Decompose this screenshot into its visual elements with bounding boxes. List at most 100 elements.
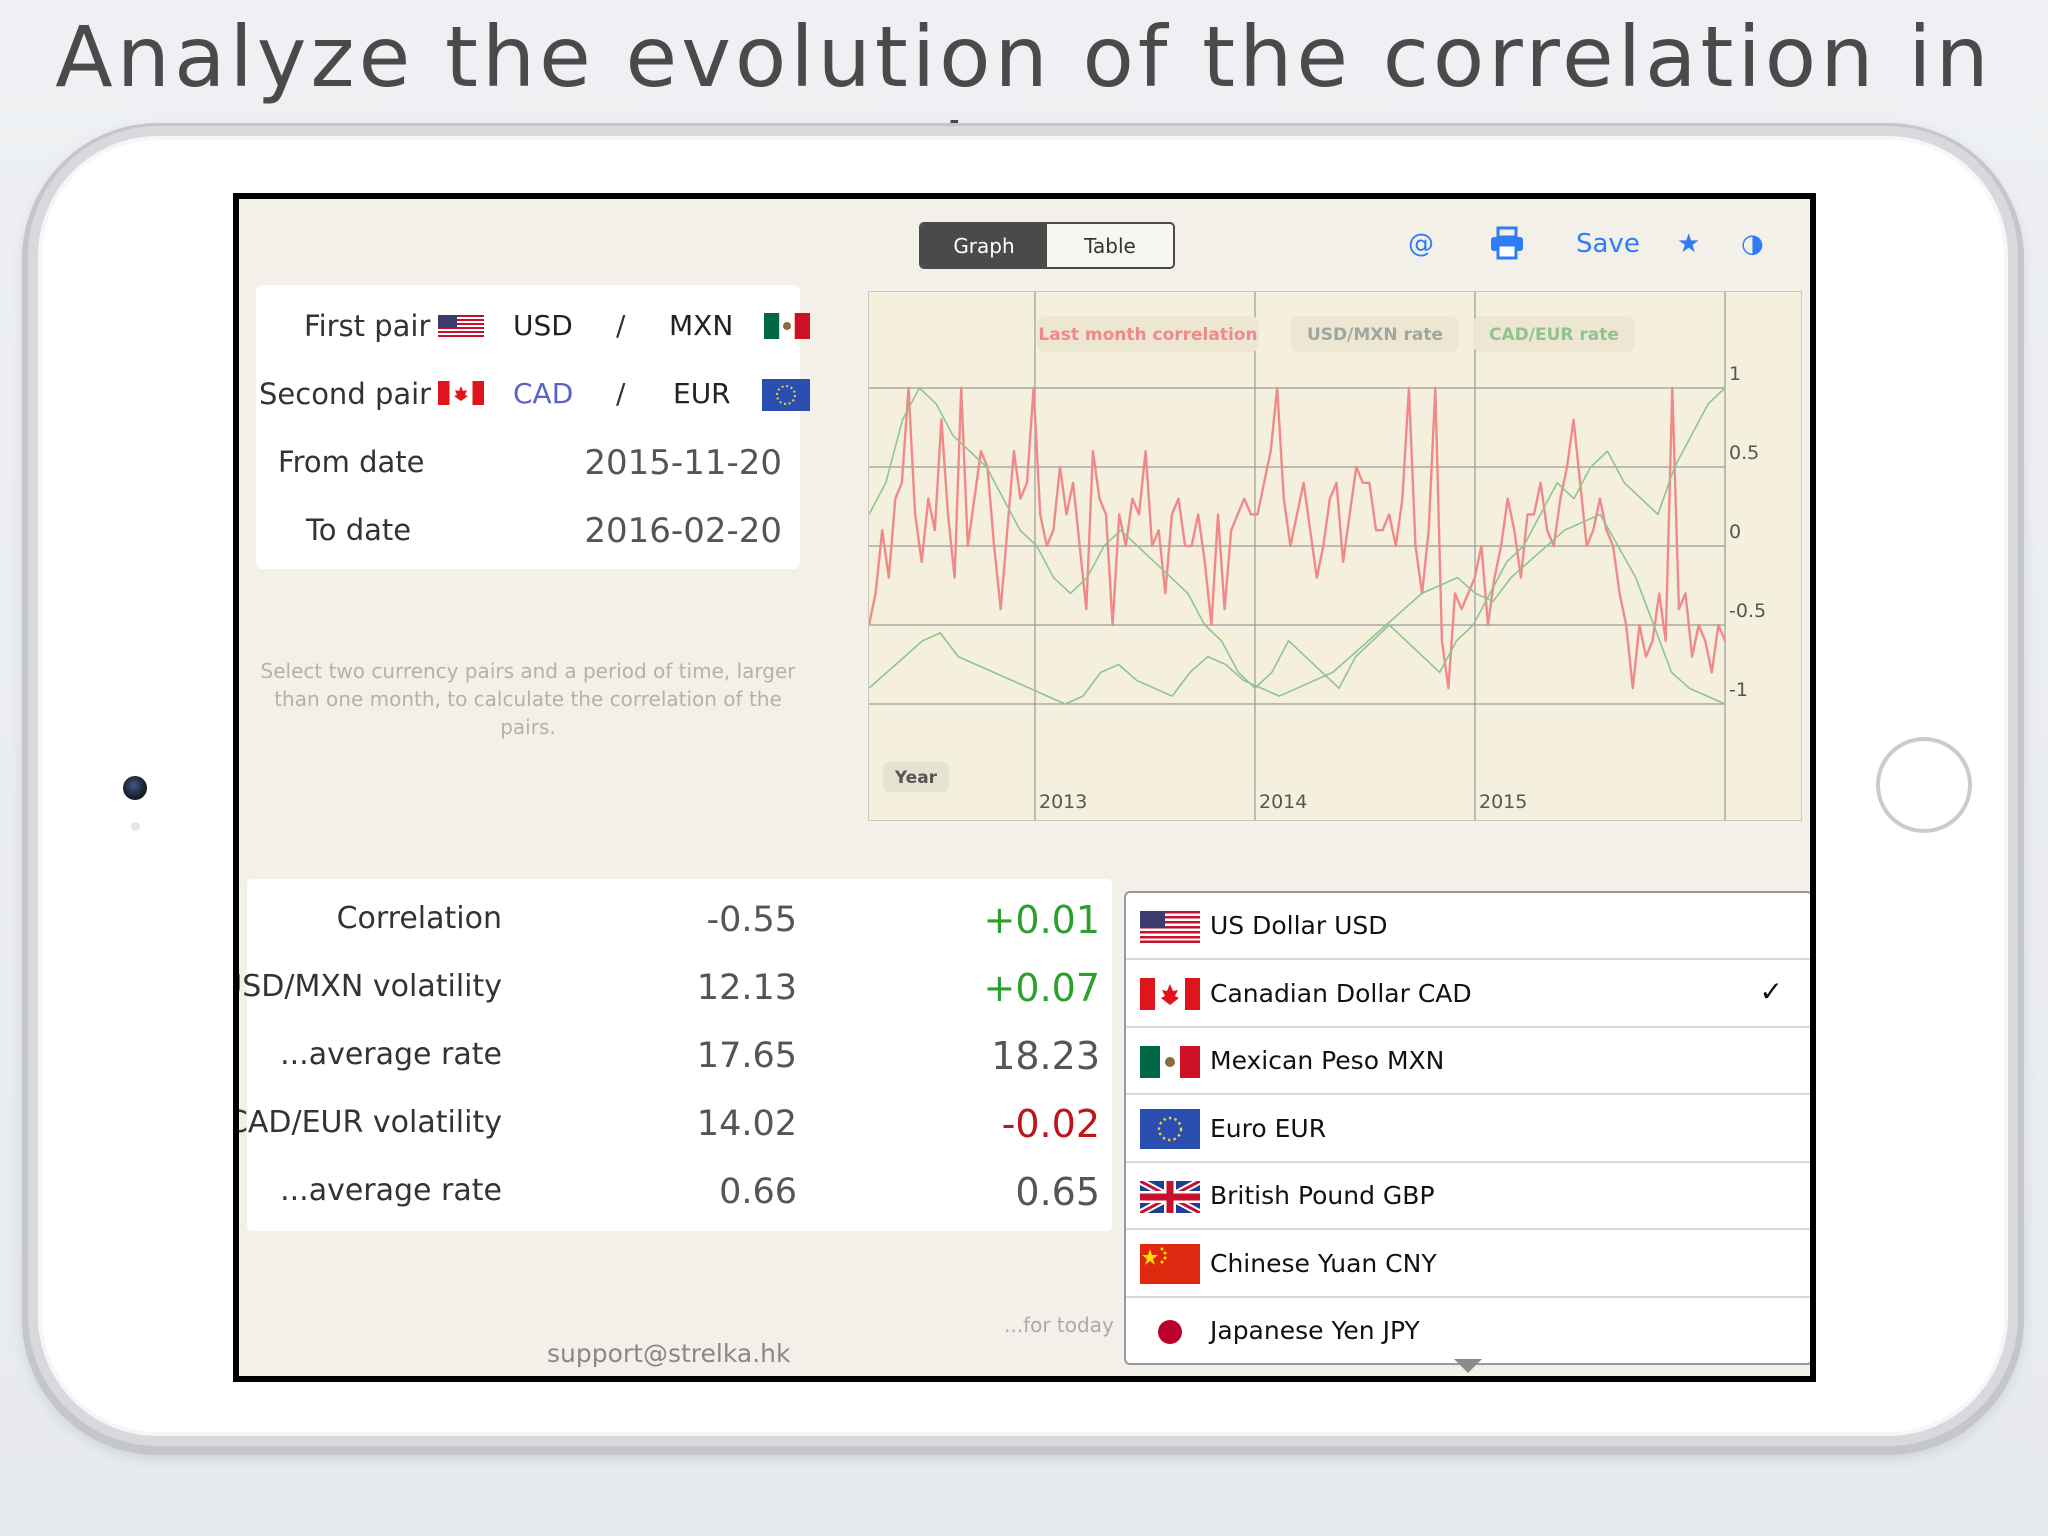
to-date-row[interactable]: To date 2016-02-20 — [256, 489, 800, 569]
stat-row: ...average rate 17.65 18.23 — [247, 1015, 1112, 1095]
gb-flag-icon — [1140, 1180, 1200, 1213]
currency-name: British Pound GBP — [1210, 1181, 1435, 1210]
from-date-label: From date — [278, 445, 425, 479]
year-badge — [883, 762, 949, 792]
support-email-link[interactable]: support@strelka.hk — [547, 1339, 791, 1368]
favorite-star-icon[interactable]: ★ — [1677, 229, 1701, 259]
popover-arrow — [1454, 1359, 1482, 1373]
stat-label: USD/MXN volatility — [239, 969, 502, 1004]
currency-list-item[interactable]: Euro EUR — [1126, 1096, 1810, 1163]
from-date-row[interactable]: From date 2015-11-20 — [256, 421, 800, 501]
currency-picker-popover[interactable]: US Dollar USD Canadian Dollar CAD ✓ Mexican… — [1124, 891, 1810, 1365]
currency-name: Chinese Yuan CNY — [1210, 1248, 1437, 1278]
legend-label: USD/MXN rate — [1307, 325, 1443, 345]
x-tick-label: 2015 — [1479, 791, 1527, 813]
chart-canvas: 1 0.5 0 -0.5 -1 2013 2014 2015 Year Last month co… — [869, 292, 1766, 820]
for-today-note: ...for today — [1004, 1313, 1114, 1337]
view-segmented-control[interactable]: Graph Table — [919, 222, 1175, 269]
currency-list-item[interactable]: British Pound GBP — [1126, 1163, 1810, 1230]
stat-value: 17.65 — [696, 1036, 797, 1076]
first-pair-label: First pair — [304, 309, 431, 343]
email-at-button[interactable]: @ — [1408, 229, 1434, 259]
stat-label: ...average rate — [280, 1037, 502, 1072]
correlation-chart[interactable]: 1 0.5 0 -0.5 -1 2013 2014 2015 Year Last month co… — [868, 291, 1802, 821]
currency-list-item[interactable]: Japanese Yen JPY — [1126, 1298, 1810, 1363]
currency-list-item[interactable]: US Dollar USD — [1126, 893, 1810, 960]
tab-table[interactable]: Table — [1084, 233, 1136, 258]
instructions-text: Select two currency pairs and a period o… — [260, 659, 796, 739]
legend-label: CAD/EUR rate — [1489, 325, 1619, 345]
us-flag-icon — [1140, 910, 1200, 943]
stat-row: CAD/EUR volatility 14.02 -0.02 — [239, 1083, 1112, 1163]
series-line-2 — [869, 387, 1726, 690]
series-line-3 — [869, 513, 1726, 705]
eu-flag-icon — [1140, 1109, 1200, 1149]
first-pair-slash: / — [616, 309, 626, 342]
currency-list-item[interactable]: Chinese Yuan CNY — [1126, 1231, 1810, 1298]
y-tick-label: 1 — [1729, 363, 1741, 385]
stat-value: 0.66 — [719, 1172, 797, 1212]
ca-flag-icon — [438, 381, 484, 405]
stat-value: 12.13 — [696, 968, 797, 1008]
legend-chip — [1037, 316, 1259, 352]
currency-name: Euro EUR — [1210, 1113, 1327, 1143]
currency-name: Canadian Dollar CAD — [1210, 978, 1472, 1008]
stat-row: ...average rate 0.66 0.65 — [247, 1151, 1112, 1231]
app-screen: Graph Table @ Save ★ ◑ First pair USD / … — [233, 193, 1816, 1382]
second-quote-currency[interactable]: EUR — [673, 377, 731, 410]
x-tick-label: 2013 — [1039, 791, 1087, 813]
stat-value: -0.55 — [706, 900, 797, 940]
x-axis-label: Year — [894, 768, 938, 788]
sensor-icon — [131, 822, 140, 831]
x-tick-label: 2014 — [1259, 791, 1307, 813]
from-date-value[interactable]: 2015-11-20 — [584, 443, 782, 483]
stat-row: USD/MXN volatility 12.13 +0.07 — [239, 947, 1112, 1027]
stat-label: CAD/EUR volatility — [239, 1105, 502, 1140]
us-flag-icon — [438, 315, 484, 339]
jp-flag-icon — [1140, 1311, 1200, 1352]
contrast-icon[interactable]: ◑ — [1741, 229, 1764, 259]
stat-delta: +0.01 — [983, 898, 1100, 942]
first-base-currency[interactable]: USD — [513, 309, 573, 342]
series-line-1 — [869, 386, 1727, 690]
save-button[interactable]: Save — [1576, 229, 1640, 259]
y-tick-label: 0.5 — [1729, 442, 1759, 464]
first-pair-row[interactable]: First pair USD / MXN — [256, 285, 810, 365]
y-tick-label: -0.5 — [1729, 600, 1766, 622]
legend-chip — [1473, 316, 1635, 352]
stat-delta: 0.65 — [1015, 1170, 1100, 1214]
stat-label: ...average rate — [280, 1173, 502, 1208]
y-tick-label: 0 — [1729, 521, 1741, 543]
legend-label: Last month correlation — [1038, 325, 1257, 345]
stat-delta: +0.07 — [983, 966, 1100, 1010]
legend-chip — [1291, 316, 1459, 352]
camera-icon — [123, 776, 147, 800]
second-pair-row[interactable]: Second pair CAD / EUR — [256, 353, 810, 433]
stat-row: Correlation -0.55 +0.01 — [247, 879, 1112, 959]
eu-flag-icon — [762, 379, 810, 411]
checkmark-icon: ✓ — [1759, 974, 1783, 1008]
cn-flag-icon — [1140, 1244, 1200, 1284]
stat-delta: -0.02 — [1001, 1102, 1100, 1146]
stat-delta: 18.23 — [991, 1034, 1100, 1078]
to-date-value[interactable]: 2016-02-20 — [584, 511, 782, 551]
print-icon[interactable] — [1489, 225, 1525, 261]
mx-flag-icon — [1140, 1045, 1200, 1078]
stat-label: Correlation — [336, 901, 502, 936]
currency-name: Mexican Peso MXN — [1210, 1046, 1445, 1075]
currency-name: US Dollar USD — [1210, 911, 1388, 940]
to-date-label: To date — [306, 513, 412, 547]
mx-flag-icon — [764, 313, 810, 339]
ca-flag-icon — [1140, 978, 1200, 1010]
currency-name: Japanese Yen JPY — [1210, 1316, 1420, 1345]
currency-list-item[interactable]: Canadian Dollar CAD ✓ — [1126, 961, 1810, 1028]
stat-value: 14.02 — [696, 1104, 797, 1144]
home-button[interactable] — [1876, 737, 1972, 833]
second-pair-label: Second pair — [259, 377, 432, 411]
currency-list-item[interactable]: Mexican Peso MXN — [1126, 1028, 1810, 1095]
second-pair-slash: / — [616, 377, 626, 410]
tab-graph[interactable]: Graph — [921, 224, 1047, 267]
second-base-currency[interactable]: CAD — [513, 377, 574, 410]
first-quote-currency[interactable]: MXN — [669, 309, 734, 342]
y-tick-label: -1 — [1729, 679, 1748, 701]
